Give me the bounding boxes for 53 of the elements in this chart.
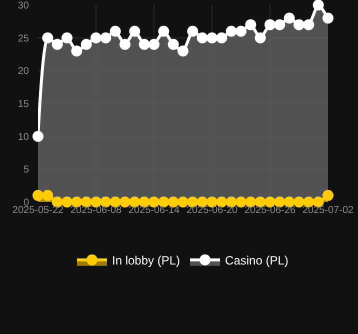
point [187,26,198,37]
point [42,190,54,201]
point [90,32,102,44]
point [322,12,334,24]
y-tick-label: 20 [18,66,30,78]
point [264,19,276,30]
point [274,19,286,30]
x-tick-label: 2025-06-14 [128,205,180,216]
point [32,130,44,142]
point [312,0,324,10]
point [254,32,266,44]
point [120,38,130,50]
point [120,196,130,208]
y-tick-label: 15 [18,99,30,110]
point [226,26,237,37]
point [62,196,72,208]
point [178,196,188,208]
point [42,32,54,44]
point [284,12,295,24]
x-tick-label: 2025-05-22 [12,205,64,216]
y-tick-label: 10 [18,132,30,143]
point [303,19,314,30]
point [129,26,140,37]
point [322,190,334,201]
x-tick-label: 2025-06-08 [70,205,122,216]
x-tick-label: 2025-06-26 [244,205,296,216]
x-tick-label: 2025-06-20 [186,205,238,216]
point [110,26,121,37]
point [196,32,208,44]
point [178,45,188,56]
point [148,38,160,50]
point [294,19,304,30]
y-tick-label: 5 [23,164,30,176]
point [245,19,256,30]
x-tick-label: 2025-07-02 [302,205,354,216]
point [236,196,246,208]
point [52,38,63,50]
point [32,190,44,201]
y-tick-label: 25 [18,33,30,44]
point [138,38,150,50]
y-tick-label: 30 [18,0,30,12]
point [158,26,170,37]
point [216,32,228,44]
point [62,32,72,44]
point [100,32,112,44]
legend-label: Casino (PL) [225,254,288,268]
point [206,32,218,44]
point [236,26,246,37]
legend-label: In lobby (PL) [112,254,180,268]
point [80,38,92,50]
point [71,45,82,56]
point [294,196,304,208]
point [168,38,179,50]
